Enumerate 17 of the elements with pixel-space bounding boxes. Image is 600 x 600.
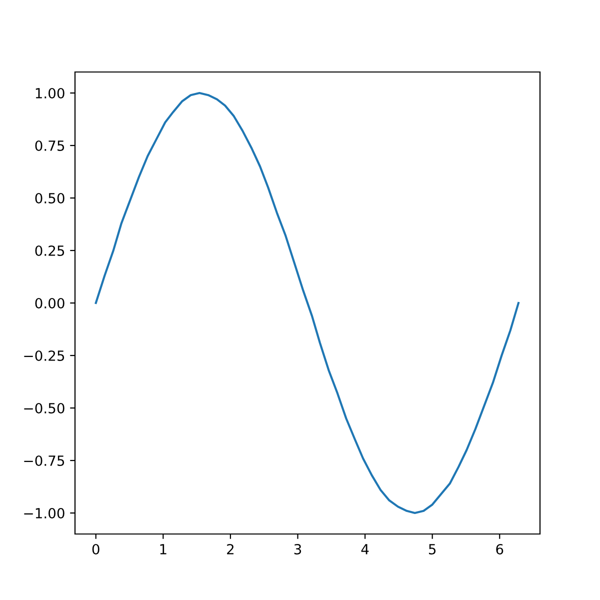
y-tick-label: 0.75	[35, 140, 64, 151]
x-tick-label: 3	[294, 544, 302, 554]
y-tick-label: 0.25	[35, 245, 64, 256]
x-tick-label: 4	[361, 544, 369, 554]
y-tick-label: 1.00	[36, 88, 64, 98]
y-tick-label: 0.00	[35, 298, 64, 308]
x-tick-label: 5	[428, 544, 436, 554]
x-tick-label: 2	[227, 544, 234, 554]
y-tick-label: −0.25	[24, 350, 64, 361]
line-series	[94, 92, 520, 514]
x-tick-label: 1	[160, 544, 166, 554]
y-tick-label: −0.50	[24, 402, 64, 414]
y-tick-label: 0.50	[35, 192, 64, 204]
y-tick-label: −1.00	[24, 508, 64, 518]
x-tick-label: 6	[496, 544, 504, 554]
y-tick-label: −0.75	[24, 455, 64, 466]
x-tick-label: 0	[92, 544, 100, 554]
